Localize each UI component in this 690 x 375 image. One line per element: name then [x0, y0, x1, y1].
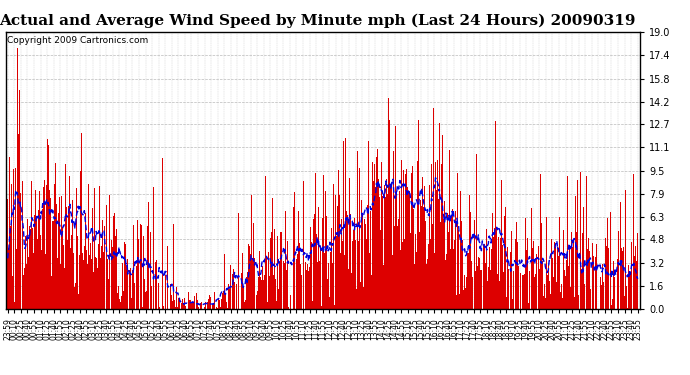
Text: Actual and Average Wind Speed by Minute mph (Last 24 Hours) 20090319: Actual and Average Wind Speed by Minute …: [0, 13, 635, 27]
Text: Copyright 2009 Cartronics.com: Copyright 2009 Cartronics.com: [7, 36, 148, 45]
